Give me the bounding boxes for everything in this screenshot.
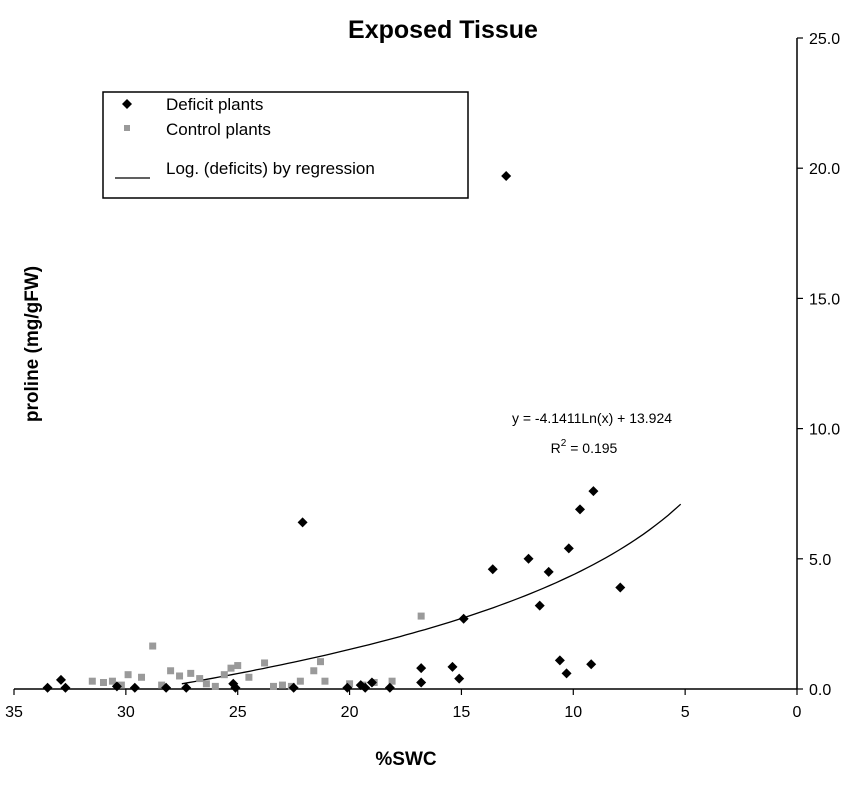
regression-equation: y = -4.1411Ln(x) + 13.924 — [512, 410, 672, 426]
deficit-point — [574, 504, 585, 515]
y-tick-label: 5.0 — [809, 552, 831, 569]
control-point — [388, 677, 396, 685]
deficit-point — [230, 682, 241, 693]
control-point — [117, 681, 125, 689]
y-tick-label: 0.0 — [809, 682, 831, 699]
deficit-point — [523, 553, 534, 564]
y-tick-label: 15.0 — [809, 291, 840, 308]
control-point — [417, 612, 425, 620]
y-axis-ticks: 0.0 5.0 10.0 15.0 20.0 25.0 — [797, 31, 840, 699]
control-point — [138, 673, 146, 681]
legend-label-deficit: Deficit plants — [166, 95, 263, 114]
legend-label-regression: Log. (deficits) by regression — [166, 159, 375, 178]
control-point — [187, 669, 195, 677]
deficit-point — [416, 677, 427, 688]
control-point — [261, 659, 269, 667]
control-point — [346, 680, 354, 688]
control-point — [149, 642, 157, 650]
regression-curve — [181, 503, 682, 685]
control-point — [220, 671, 228, 679]
control-point — [310, 667, 318, 675]
regression-annotation: y = -4.1411Ln(x) + 13.924 R2 = 0.195 — [512, 410, 672, 456]
deficit-point — [366, 677, 377, 688]
deficit-point — [563, 543, 574, 554]
deficit-point — [554, 655, 565, 666]
legend-marker-deficit — [122, 99, 132, 109]
control-point — [88, 677, 96, 685]
r-squared-superscript: 2 — [561, 438, 567, 449]
control-point — [202, 680, 210, 688]
deficit-point — [161, 682, 172, 693]
control-point — [245, 673, 253, 681]
x-tick-label: 5 — [681, 704, 690, 721]
deficit-point — [111, 681, 122, 692]
deficit-point — [454, 673, 465, 684]
deficit-point — [615, 582, 626, 593]
x-axis-ticks: 35 30 25 20 15 10 5 0 — [5, 689, 802, 721]
deficit-point — [360, 682, 371, 693]
deficit-point — [181, 682, 192, 693]
x-tick-label: 35 — [5, 704, 23, 721]
control-point — [211, 682, 219, 690]
legend-marker-control — [124, 125, 130, 131]
deficit-point — [342, 682, 353, 693]
control-point — [108, 677, 116, 685]
deficit-point — [487, 564, 498, 575]
deficit-point — [416, 663, 427, 674]
y-axis-title: proline (mg/gFW) — [22, 266, 43, 422]
control-point — [321, 677, 329, 685]
control-point — [234, 662, 242, 670]
deficit-point — [297, 517, 308, 528]
deficit-point — [129, 682, 140, 693]
control-point — [167, 667, 175, 675]
deficit-point — [586, 659, 597, 670]
deficit-point — [501, 171, 512, 182]
control-point — [176, 672, 184, 680]
control-point — [99, 678, 107, 686]
x-tick-label: 30 — [117, 704, 135, 721]
x-tick-label: 20 — [341, 704, 359, 721]
control-point — [296, 677, 304, 685]
control-point — [316, 658, 324, 666]
x-axis-title: %SWC — [375, 749, 437, 770]
x-tick-label: 10 — [564, 704, 582, 721]
deficit-point — [543, 566, 554, 577]
control-plants-series — [88, 612, 425, 690]
deficit-point — [55, 674, 66, 685]
legend-label-control: Control plants — [166, 120, 271, 139]
regression-group — [181, 503, 682, 685]
control-point — [158, 681, 166, 689]
deficit-point — [60, 682, 71, 693]
deficit-point — [288, 682, 299, 693]
control-point — [227, 664, 235, 672]
deficit-point — [588, 486, 599, 497]
chart-title: Exposed Tissue — [348, 16, 538, 44]
axes — [14, 38, 798, 690]
x-tick-label: 0 — [793, 704, 802, 721]
deficit-point — [384, 682, 395, 693]
y-tick-label: 10.0 — [809, 422, 840, 439]
deficit-point — [42, 682, 53, 693]
deficit-point — [447, 661, 458, 672]
x-tick-label: 15 — [453, 704, 471, 721]
legend-box — [102, 91, 469, 199]
y-tick-label: 20.0 — [809, 161, 840, 178]
deficit-point — [534, 600, 545, 611]
control-point — [196, 675, 204, 683]
r-squared-prefix: R — [551, 440, 561, 456]
deficit-plants-series — [42, 171, 626, 693]
deficit-point — [561, 668, 572, 679]
control-point — [270, 682, 278, 690]
control-point — [124, 671, 132, 679]
deficit-point — [458, 613, 469, 624]
r-squared-value: = 0.195 — [566, 440, 617, 456]
legend: Deficit plants Control plants Log. (defi… — [102, 91, 469, 199]
x-tick-label: 25 — [229, 704, 247, 721]
y-tick-label: 25.0 — [809, 31, 840, 48]
control-point — [278, 681, 286, 689]
r-squared-label: R2 = 0.195 — [551, 438, 618, 456]
